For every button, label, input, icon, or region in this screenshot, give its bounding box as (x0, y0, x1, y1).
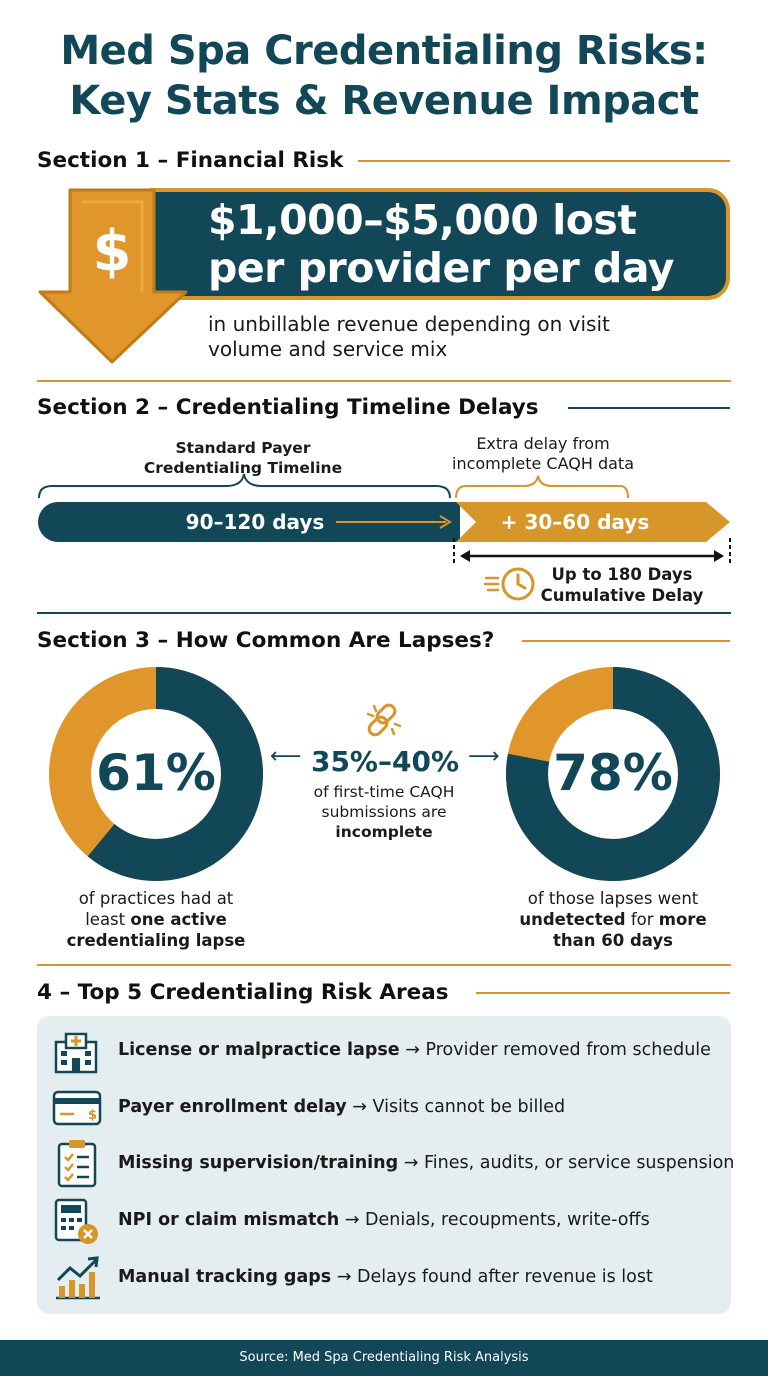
section-divider-1 (37, 380, 731, 382)
risk-item-1-title: License or malpractice lapse (118, 1040, 400, 1060)
extra-delay-bracket (455, 475, 629, 499)
down-arrow-dollar-icon (38, 188, 188, 364)
risk-item-1: License or malpractice lapse → Provider … (118, 1040, 711, 1060)
section-divider-3 (37, 964, 731, 966)
section3-divider (522, 640, 730, 642)
left-caption-line-2: least one active (46, 909, 266, 930)
risk-item-2: Payer enrollment delay → Visits cannot b… (118, 1097, 565, 1117)
risk-item-4-consequence: → Denials, recoupments, write-offs (339, 1210, 650, 1230)
extra-label-line-1: Extra delay from (476, 434, 610, 453)
calculator-error-icon (54, 1198, 98, 1244)
page-title: Med Spa Credentialing Risks: Key Stats &… (0, 26, 768, 126)
left-caption: of practices had at least one active cre… (46, 888, 266, 951)
right-caption-plain: for (625, 910, 659, 929)
footer-source: Source: Med Spa Credentialing Risk Analy… (0, 1340, 768, 1376)
section4-divider (476, 992, 730, 994)
left-caption-bold: one active (130, 910, 227, 929)
left-caption-line-3: credentialing lapse (66, 931, 246, 950)
center-caption: of first-time CAQH submissions are incom… (290, 782, 478, 842)
left-percentage: 61% (96, 744, 216, 802)
clipboard-checklist-icon (57, 1140, 97, 1188)
section1-heading: Section 1 – Financial Risk (37, 148, 344, 173)
risk-item-4-title: NPI or claim mismatch (118, 1210, 340, 1230)
right-percentage: 78% (553, 744, 673, 802)
section-divider-2 (37, 612, 731, 614)
growth-chart-icon (56, 1256, 100, 1300)
standard-days-label: 90–120 days (185, 510, 325, 534)
right-caption-bold-1: undetected (519, 910, 626, 929)
extra-label-line-2: incomplete CAQH data (452, 454, 634, 473)
cumulative-delay-label: Up to 180 Days Cumulative Delay (534, 564, 710, 606)
svg-text:$: $ (88, 1108, 97, 1123)
title-line-1: Med Spa Credentialing Risks: (60, 28, 708, 74)
risk-item-3-consequence: → Fines, audits, or service suspension (398, 1153, 735, 1173)
extra-delay-label: Extra delay from incomplete CAQH data (430, 434, 656, 474)
fast-clock-icon (484, 567, 535, 601)
risk-item-1-consequence: → Provider removed from schedule (399, 1040, 711, 1060)
risk-item-5-consequence: → Delays found after revenue is lost (331, 1267, 653, 1287)
donut-78-value-arc (506, 667, 720, 881)
standard-timeline-bracket (38, 473, 451, 499)
subtext-line-2: volume and service mix (208, 337, 448, 361)
revenue-loss-banner (150, 188, 730, 300)
timeline-graphic (38, 473, 731, 566)
risk-item-2-consequence: → Visits cannot be billed (346, 1097, 566, 1117)
left-arrow-icon: ⟵ (270, 744, 302, 769)
revenue-loss-subtext: in unbillable revenue depending on visit… (208, 312, 728, 362)
center-line-3: incomplete (335, 823, 433, 841)
revenue-loss-headline: $1,000–$5,000 lost per provider per day (208, 196, 728, 292)
cumulative-line-1: Up to 180 Days (551, 565, 693, 584)
left-caption-line-1: of practices had at (78, 889, 234, 908)
credit-card-icon: $ (52, 1090, 102, 1126)
right-caption-line-1: of those lapses went (527, 889, 699, 908)
right-caption-bold-2: more (658, 910, 707, 929)
title-line-2: Key Stats & Revenue Impact (69, 78, 699, 124)
donut-chart-78 (506, 667, 720, 881)
risk-item-3-title: Missing supervision/training (118, 1153, 399, 1173)
risk-item-5: Manual tracking gaps → Delays found afte… (118, 1267, 653, 1287)
subtext-line-1: in unbillable revenue depending on visit (208, 312, 610, 336)
extra-delay-bar (456, 502, 730, 542)
headline-line-1: $1,000–$5,000 lost (208, 196, 637, 244)
right-caption-line-3: than 60 days (553, 931, 673, 950)
extra-days-label: + 30–60 days (500, 510, 650, 534)
risk-item-4: NPI or claim mismatch → Denials, recoupm… (118, 1210, 650, 1230)
section3-heading: Section 3 – How Common Are Lapses? (37, 628, 495, 653)
risk-item-3: Missing supervision/training → Fines, au… (118, 1153, 734, 1173)
hospital-building-icon (54, 1032, 98, 1074)
broken-link-icon (366, 703, 402, 737)
headline-line-2: per provider per day (208, 244, 674, 292)
standard-label-line-1: Standard Payer (175, 439, 311, 457)
risk-item-5-title: Manual tracking gaps (118, 1267, 332, 1287)
standard-timeline-bar (38, 502, 460, 542)
center-line-1: of first-time CAQH (313, 783, 455, 801)
donut-chart-61 (49, 667, 263, 881)
section1-divider (358, 160, 730, 162)
section2-divider (568, 407, 730, 409)
right-caption: of those lapses went undetected for more… (500, 888, 726, 951)
section2-heading: Section 2 – Credentialing Timeline Delay… (37, 395, 539, 420)
center-percentage: 35%–40% (310, 745, 460, 778)
right-caption-line-2: undetected for more (500, 909, 726, 930)
standard-timeline-label: Standard Payer Credentialing Timeline (120, 438, 366, 478)
center-line-2: submissions are (321, 803, 447, 821)
cumulative-line-2: Cumulative Delay (540, 586, 704, 605)
standard-label-line-2: Credentialing Timeline (143, 459, 343, 477)
risk-item-2-title: Payer enrollment delay (118, 1097, 347, 1117)
left-caption-plain: least (85, 910, 131, 929)
donut-61-value-arc (49, 667, 263, 881)
risk-areas-panel (37, 1016, 731, 1314)
dollar-sign-glyph: $ (92, 219, 132, 284)
right-arrow-icon: ⟶ (468, 744, 500, 769)
section4-heading: 4 – Top 5 Credentialing Risk Areas (37, 980, 449, 1005)
